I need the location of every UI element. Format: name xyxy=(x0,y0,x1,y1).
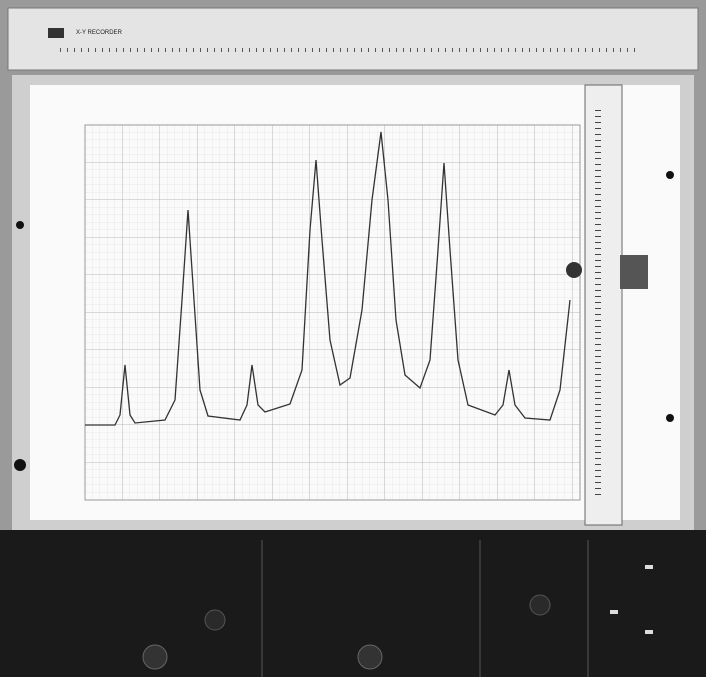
pin xyxy=(666,414,674,422)
pen-arm xyxy=(584,84,623,526)
switch xyxy=(645,630,653,634)
grid-major xyxy=(84,124,581,501)
device-label: X-Y RECORDER xyxy=(76,30,123,36)
pin xyxy=(16,221,24,229)
knob xyxy=(529,594,551,616)
control-panel xyxy=(0,530,706,677)
knob xyxy=(204,609,226,631)
pin xyxy=(666,171,674,179)
switch xyxy=(610,610,618,614)
top-rail xyxy=(7,7,699,71)
switch xyxy=(645,565,653,569)
knob xyxy=(357,644,383,670)
trace xyxy=(85,131,571,426)
pen xyxy=(566,262,582,278)
knob xyxy=(142,644,168,670)
pin xyxy=(14,459,26,471)
pen-carriage xyxy=(620,255,648,289)
logo xyxy=(48,28,64,38)
